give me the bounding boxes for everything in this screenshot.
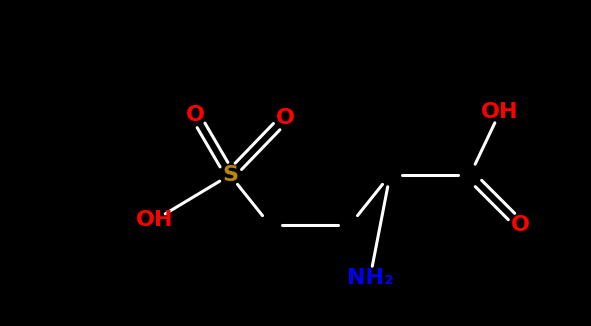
Text: OH: OH	[137, 210, 174, 230]
Text: S: S	[222, 165, 238, 185]
Text: OH: OH	[481, 102, 519, 122]
Text: O: O	[511, 215, 530, 235]
Text: NH₂: NH₂	[347, 268, 394, 288]
Text: O: O	[186, 105, 204, 125]
Text: O: O	[275, 108, 294, 128]
